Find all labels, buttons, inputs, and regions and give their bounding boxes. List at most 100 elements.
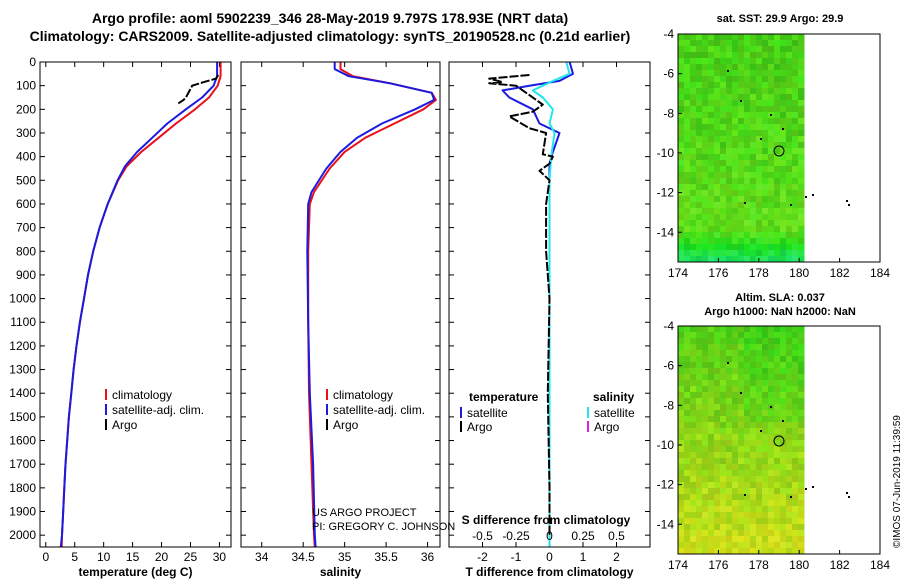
- map-cell: [750, 380, 757, 387]
- map-cell: [732, 148, 739, 155]
- difference-series-line: [501, 61, 574, 547]
- map-cell: [762, 512, 769, 519]
- map-cell: [798, 196, 805, 203]
- map-cell: [774, 446, 781, 453]
- map-cell: [702, 548, 709, 555]
- map-cell: [714, 88, 721, 95]
- map-cell: [702, 34, 709, 41]
- map-cell: [762, 368, 769, 375]
- map-cell: [702, 416, 709, 423]
- map-cell: [732, 392, 739, 399]
- map-cell: [684, 238, 691, 245]
- map-cell: [690, 350, 697, 357]
- map-cell: [774, 166, 781, 173]
- map-cell: [696, 160, 703, 167]
- depth-tick-label: 2000: [9, 528, 36, 542]
- map-cell: [684, 136, 691, 143]
- map-cell: [750, 64, 757, 71]
- map-cell: [768, 184, 775, 191]
- map-cell: [798, 244, 805, 251]
- map-cell: [750, 34, 757, 41]
- map-cell: [696, 422, 703, 429]
- map-cell: [684, 428, 691, 435]
- map-cell: [762, 518, 769, 525]
- map-cell: [744, 386, 751, 393]
- map-cell: [762, 118, 769, 125]
- map-cell: [690, 94, 697, 101]
- map-cell: [678, 536, 685, 543]
- map-cell: [780, 500, 787, 507]
- sst-lat-label: -12: [657, 186, 675, 200]
- map-cell: [756, 464, 763, 471]
- map-cell: [678, 458, 685, 465]
- map-cell: [774, 428, 781, 435]
- map-cell: [756, 512, 763, 519]
- map-cell: [708, 196, 715, 203]
- map-cell: [792, 398, 799, 405]
- map-cell: [750, 154, 757, 161]
- map-cell: [702, 446, 709, 453]
- map-cell: [744, 238, 751, 245]
- map-cell: [702, 52, 709, 59]
- map-cell: [774, 220, 781, 227]
- map-cell: [702, 494, 709, 501]
- map-cell: [702, 392, 709, 399]
- map-cell: [726, 70, 733, 77]
- map-cell: [720, 386, 727, 393]
- map-cell: [744, 166, 751, 173]
- map-cell: [696, 118, 703, 125]
- map-cell: [744, 458, 751, 465]
- map-cell: [762, 256, 769, 263]
- map-cell: [792, 190, 799, 197]
- map-cell: [786, 530, 793, 537]
- map-cell: [690, 386, 697, 393]
- map-cell: [786, 100, 793, 107]
- map-cell: [696, 398, 703, 405]
- map-cell: [780, 226, 787, 233]
- map-cell: [756, 404, 763, 411]
- map-cell: [702, 410, 709, 417]
- map-cell: [702, 76, 709, 83]
- map-cell: [684, 446, 691, 453]
- map-cell: [780, 464, 787, 471]
- map-cell: [720, 506, 727, 513]
- legend-title-temperature: temperature: [469, 390, 539, 404]
- map-cell: [708, 112, 715, 119]
- map-cell: [786, 88, 793, 95]
- map-cell: [696, 220, 703, 227]
- map-cell: [684, 34, 691, 41]
- map-cell: [720, 440, 727, 447]
- map-cell: [780, 88, 787, 95]
- map-cell: [786, 178, 793, 185]
- map-cell: [708, 494, 715, 501]
- map-cell: [708, 184, 715, 191]
- map-cell: [786, 112, 793, 119]
- map-cell: [720, 512, 727, 519]
- map-cell: [714, 82, 721, 89]
- map-cell: [732, 536, 739, 543]
- map-cell: [726, 190, 733, 197]
- map-cell: [690, 184, 697, 191]
- map-cell: [792, 332, 799, 339]
- map-cell: [684, 88, 691, 95]
- map-cell: [744, 172, 751, 179]
- map-cell: [768, 232, 775, 239]
- temperature-x-tick-label: 0: [42, 550, 49, 564]
- map-cell: [768, 226, 775, 233]
- map-cell: [690, 142, 697, 149]
- map-cell: [786, 172, 793, 179]
- island-dot: [782, 420, 784, 422]
- map-cell: [738, 350, 745, 357]
- map-cell: [756, 130, 763, 137]
- map-cell: [726, 172, 733, 179]
- salinity-series-line: [306, 62, 436, 548]
- map-cell: [696, 488, 703, 495]
- map-cell: [780, 530, 787, 537]
- map-cell: [756, 94, 763, 101]
- map-cell: [756, 214, 763, 221]
- map-cell: [708, 178, 715, 185]
- map-cell: [738, 542, 745, 549]
- map-cell: [762, 100, 769, 107]
- map-cell: [774, 344, 781, 351]
- map-cell: [756, 220, 763, 227]
